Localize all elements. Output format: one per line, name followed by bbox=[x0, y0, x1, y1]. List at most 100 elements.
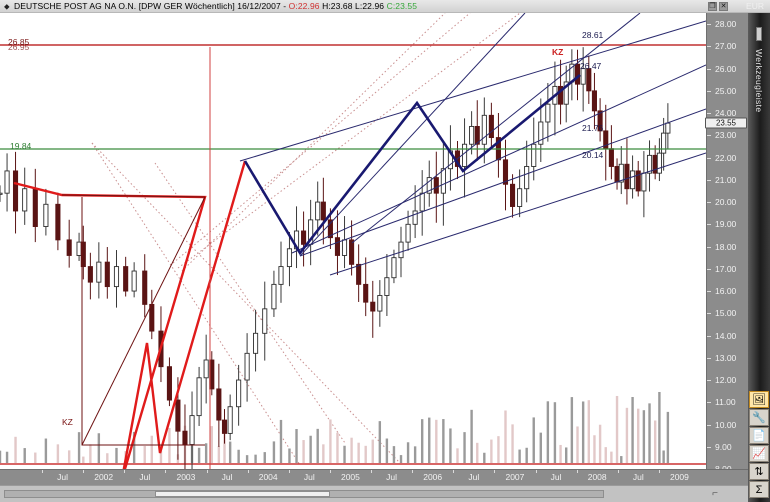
horizontal-scrollbar[interactable] bbox=[4, 490, 604, 498]
toolbar-title: Werkzeugleiste bbox=[754, 49, 764, 113]
volume-bar bbox=[357, 442, 360, 463]
right-toolbar[interactable]: Werkzeugleiste 🖼 🔧 📄 📈 ⇅ Σ bbox=[748, 13, 770, 502]
candle-body bbox=[149, 303, 155, 332]
date-tick-mark bbox=[42, 470, 43, 473]
candle-body bbox=[334, 237, 341, 256]
candle-body bbox=[646, 154, 653, 174]
candle-body bbox=[502, 159, 509, 185]
scrollbar-thumb[interactable] bbox=[155, 491, 330, 497]
chart-icon[interactable]: 📈 bbox=[749, 445, 769, 462]
volume-bar bbox=[532, 417, 535, 463]
kz-diagonal bbox=[81, 196, 206, 446]
volume-bar bbox=[559, 444, 562, 463]
date-tick-mark bbox=[124, 470, 126, 473]
price-tick-label: 11.00 bbox=[715, 397, 736, 408]
candle-body bbox=[630, 170, 636, 190]
arrows-icon[interactable]: ⇅ bbox=[749, 463, 769, 480]
title-bar: ⬥ DEUTSCHE POST AG NA O.N. [DPW GER Wöch… bbox=[0, 0, 770, 13]
volume-bar bbox=[279, 419, 283, 463]
date-tick-mark bbox=[412, 470, 414, 473]
volume-bar bbox=[34, 452, 37, 463]
window-icon[interactable]: 🖼 bbox=[749, 391, 769, 408]
candle-body bbox=[166, 366, 172, 401]
price-tick-mark bbox=[707, 291, 711, 293]
candle-body bbox=[558, 85, 564, 105]
date-tick-label: Jul bbox=[139, 472, 151, 482]
volume-bar bbox=[631, 397, 634, 463]
date-tick-mark bbox=[658, 470, 660, 473]
volume-bar bbox=[350, 437, 353, 463]
candle-body bbox=[363, 283, 369, 303]
price-tick-mark bbox=[707, 179, 711, 181]
candle-body bbox=[4, 170, 10, 194]
volume-bar bbox=[82, 456, 85, 463]
price-tick-label: 26.00 bbox=[715, 63, 737, 74]
candle-body bbox=[661, 132, 667, 154]
volume-bar bbox=[470, 409, 473, 463]
volume-bar bbox=[97, 433, 101, 463]
volume-bar bbox=[642, 410, 646, 463]
volume-bar bbox=[295, 429, 298, 463]
volume-bar bbox=[420, 419, 424, 463]
volume-bar bbox=[637, 408, 640, 463]
volume-bar bbox=[168, 428, 171, 463]
volume-bar bbox=[44, 438, 48, 463]
candle-body bbox=[123, 266, 129, 292]
volume-bar bbox=[197, 447, 201, 463]
candle-body bbox=[469, 125, 475, 145]
candle-body bbox=[96, 261, 102, 283]
toolbar-grip[interactable] bbox=[756, 27, 762, 41]
candle-body bbox=[236, 379, 242, 408]
candle-body bbox=[175, 399, 181, 432]
price-tick-label: 9.00 bbox=[715, 441, 732, 452]
price-tick-label: 22.00 bbox=[715, 152, 737, 163]
price-tick-mark bbox=[707, 335, 711, 337]
volume-bar bbox=[620, 456, 623, 463]
restore-button[interactable]: ❐ bbox=[708, 2, 717, 11]
window-controls: ❐ ✕ bbox=[708, 2, 728, 11]
volume-bar bbox=[625, 407, 629, 463]
volume-bar bbox=[604, 447, 607, 463]
date-tick-mark bbox=[617, 470, 619, 473]
candle-body bbox=[356, 263, 362, 285]
volume-bar bbox=[343, 445, 346, 463]
price-tick-mark bbox=[707, 402, 711, 404]
document-icon[interactable]: 📄 bbox=[749, 427, 769, 444]
date-axis[interactable]: Jul 2002 Jul 2003 Jul 2004 Jul 2005 Jul 2006 Jul 20… bbox=[0, 469, 748, 485]
volume-bar bbox=[490, 439, 493, 463]
date-tick-mark bbox=[535, 470, 537, 473]
close-button[interactable]: ✕ bbox=[719, 2, 728, 11]
price-tick-label: 19.00 bbox=[715, 219, 737, 230]
volume-bar bbox=[329, 419, 332, 463]
quote-date: 16/12/2007 bbox=[237, 1, 281, 11]
volume-bar bbox=[456, 448, 459, 463]
volume-bar bbox=[483, 452, 486, 463]
volume-bar bbox=[587, 400, 591, 463]
chart-plot-area[interactable]: 26.85 26.95 19.84 KZ KZ 28.61 26.47 21.7… bbox=[0, 13, 706, 469]
volume-bar bbox=[115, 447, 118, 463]
date-tick-mark bbox=[288, 470, 290, 473]
price-tick-label: 23.00 bbox=[715, 130, 737, 141]
date-tick-label: 2005 bbox=[340, 472, 360, 482]
candle-body bbox=[301, 230, 307, 245]
wrench-icon[interactable]: 🔧 bbox=[749, 409, 769, 426]
date-tick-label: 2002 bbox=[94, 472, 114, 482]
volume-bar bbox=[228, 441, 232, 463]
candle-body bbox=[189, 415, 195, 445]
price-axis[interactable]: 23.55 28.00 27.00 26.00 25.00 24.00 23.00 22.0… bbox=[705, 13, 748, 474]
resize-grip-icon[interactable]: ⌐ bbox=[712, 488, 718, 499]
candle-body bbox=[80, 241, 86, 268]
volume-bar bbox=[336, 432, 339, 463]
volume-bar bbox=[67, 450, 71, 463]
volume-bar bbox=[378, 421, 382, 463]
trend-channels bbox=[239, 13, 706, 276]
volume-bar bbox=[648, 403, 651, 463]
volume-bar bbox=[245, 455, 249, 463]
sigma-icon[interactable]: Σ bbox=[749, 481, 769, 498]
price-tick-mark bbox=[707, 113, 711, 115]
volume-bar bbox=[385, 438, 389, 463]
volume-bar bbox=[593, 435, 596, 463]
price-tick-mark bbox=[707, 202, 711, 204]
date-tick-mark bbox=[329, 470, 331, 473]
date-tick-mark bbox=[83, 470, 85, 473]
